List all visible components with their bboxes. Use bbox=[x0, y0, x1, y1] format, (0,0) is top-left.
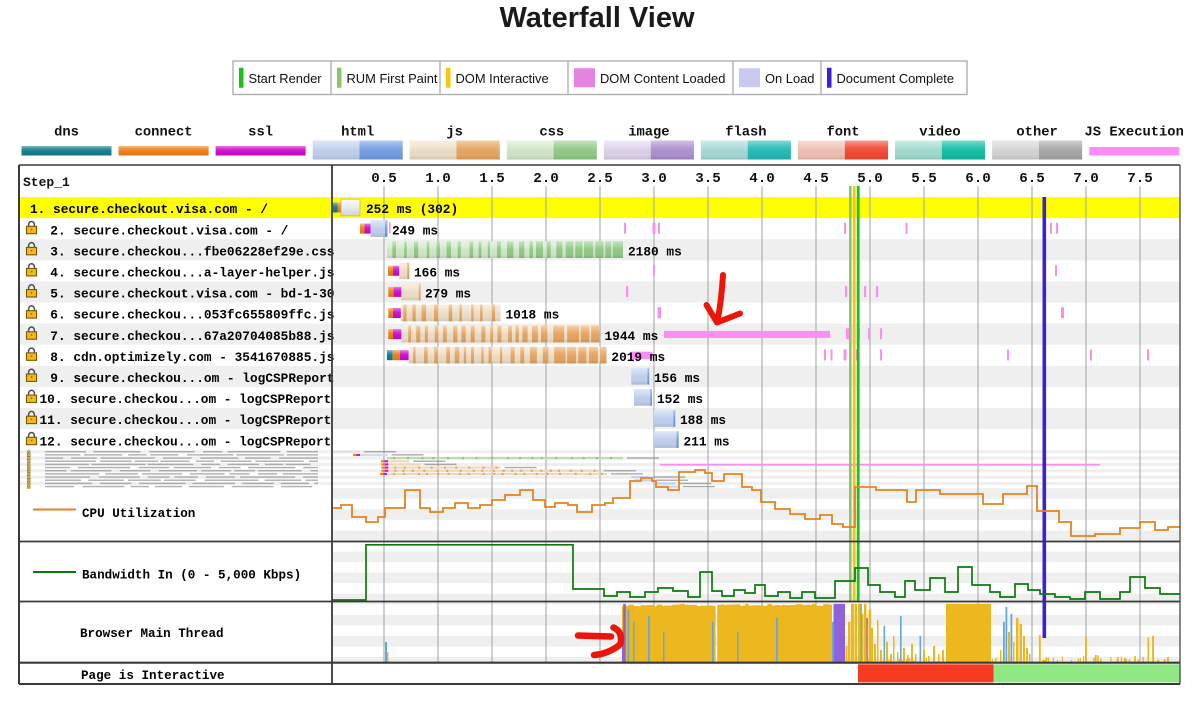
svg-text:JS Execution: JS Execution bbox=[1085, 125, 1184, 141]
svg-text:font: font bbox=[826, 125, 859, 141]
svg-text:2.5: 2.5 bbox=[587, 171, 613, 187]
svg-text:RUM First Paint: RUM First Paint bbox=[347, 71, 438, 86]
svg-text:5.5: 5.5 bbox=[911, 171, 937, 187]
svg-text:1.0: 1.0 bbox=[425, 171, 451, 187]
svg-text:12. secure.checkou...om - logC: 12. secure.checkou...om - logCSPReport bbox=[40, 434, 332, 449]
svg-text:6.0: 6.0 bbox=[965, 171, 991, 187]
svg-text:7. secure.checkou...67a2070408: 7. secure.checkou...67a20704085b88.js bbox=[50, 329, 334, 344]
svg-text:156 ms: 156 ms bbox=[654, 371, 700, 386]
svg-text:3.0: 3.0 bbox=[641, 171, 667, 187]
svg-text:10. secure.checkou...om - logC: 10. secure.checkou...om - logCSPReport bbox=[40, 392, 332, 407]
svg-text:flash: flash bbox=[725, 125, 766, 141]
svg-text:0.5: 0.5 bbox=[371, 171, 397, 187]
svg-text:Bandwidth In (0 - 5,000 Kbps): Bandwidth In (0 - 5,000 Kbps) bbox=[82, 569, 301, 583]
svg-text:8. cdn.optimizely.com - 354167: 8. cdn.optimizely.com - 3541670885.js bbox=[50, 350, 334, 365]
svg-text:6.5: 6.5 bbox=[1019, 171, 1045, 187]
svg-text:Document Complete: Document Complete bbox=[837, 71, 955, 86]
svg-text:image: image bbox=[628, 125, 669, 141]
svg-text:3.5: 3.5 bbox=[695, 171, 721, 187]
svg-text:211 ms: 211 ms bbox=[684, 434, 730, 449]
svg-text:5. secure.checkout.visa.com -: 5. secure.checkout.visa.com - bd-1-30 bbox=[50, 287, 334, 302]
svg-text:other: other bbox=[1016, 125, 1057, 141]
svg-text:html: html bbox=[341, 125, 374, 141]
svg-text:DOM Interactive: DOM Interactive bbox=[456, 71, 549, 86]
svg-text:ssl: ssl bbox=[248, 125, 273, 141]
svg-text:152 ms: 152 ms bbox=[657, 392, 703, 407]
svg-text:7.5: 7.5 bbox=[1127, 171, 1153, 187]
svg-text:188 ms: 188 ms bbox=[680, 413, 726, 428]
svg-text:dns: dns bbox=[54, 125, 79, 141]
svg-text:279 ms: 279 ms bbox=[425, 287, 471, 302]
svg-text:On Load: On Load bbox=[765, 71, 814, 86]
svg-text:css: css bbox=[539, 126, 564, 141]
svg-text:249 ms: 249 ms bbox=[392, 223, 438, 238]
svg-text:4. secure.checkou...a-layer-he: 4. secure.checkou...a-layer-helper.js bbox=[50, 266, 334, 281]
svg-text:CPU Utilization: CPU Utilization bbox=[82, 507, 195, 521]
svg-text:5.0: 5.0 bbox=[857, 171, 883, 187]
svg-text:9. secure.checkou...om - logCS: 9. secure.checkou...om - logCSPReport bbox=[50, 371, 334, 386]
svg-text:Step_1: Step_1 bbox=[23, 175, 70, 190]
svg-text:4.0: 4.0 bbox=[749, 171, 775, 187]
svg-text:js: js bbox=[446, 125, 463, 141]
svg-text:Waterfall View: Waterfall View bbox=[499, 2, 694, 34]
svg-text:2019 ms: 2019 ms bbox=[611, 350, 665, 365]
svg-text:2. secure.checkout.visa.com -: 2. secure.checkout.visa.com - / bbox=[50, 223, 288, 238]
svg-text:video: video bbox=[919, 125, 960, 141]
svg-text:Page is Interactive: Page is Interactive bbox=[81, 669, 225, 683]
svg-text:4.5: 4.5 bbox=[803, 171, 829, 187]
svg-text:6. secure.checkou...053fc65580: 6. secure.checkou...053fc655809ffc.js bbox=[50, 308, 334, 323]
svg-text:1944 ms: 1944 ms bbox=[605, 329, 659, 344]
svg-text:Start Render: Start Render bbox=[249, 71, 323, 86]
svg-text:166 ms: 166 ms bbox=[414, 266, 460, 281]
svg-text:1018 ms: 1018 ms bbox=[506, 308, 560, 323]
svg-text:11. secure.checkou...om - logC: 11. secure.checkou...om - logCSPReport bbox=[40, 413, 332, 428]
svg-text:connect: connect bbox=[135, 126, 193, 141]
svg-text:2180 ms: 2180 ms bbox=[628, 244, 682, 259]
svg-text:3. secure.checkou...fbe06228ef: 3. secure.checkou...fbe06228ef29e.css bbox=[50, 244, 334, 259]
svg-text:DOM Content Loaded: DOM Content Loaded bbox=[600, 71, 725, 86]
svg-text:1.5: 1.5 bbox=[479, 171, 505, 187]
svg-text:7.0: 7.0 bbox=[1073, 171, 1099, 187]
svg-text:1. secure.checkout.visa.com -: 1. secure.checkout.visa.com - / bbox=[30, 202, 268, 217]
svg-text:252 ms (302): 252 ms (302) bbox=[366, 202, 458, 217]
svg-text:Browser Main Thread: Browser Main Thread bbox=[80, 627, 224, 641]
svg-text:2.0: 2.0 bbox=[533, 171, 559, 187]
